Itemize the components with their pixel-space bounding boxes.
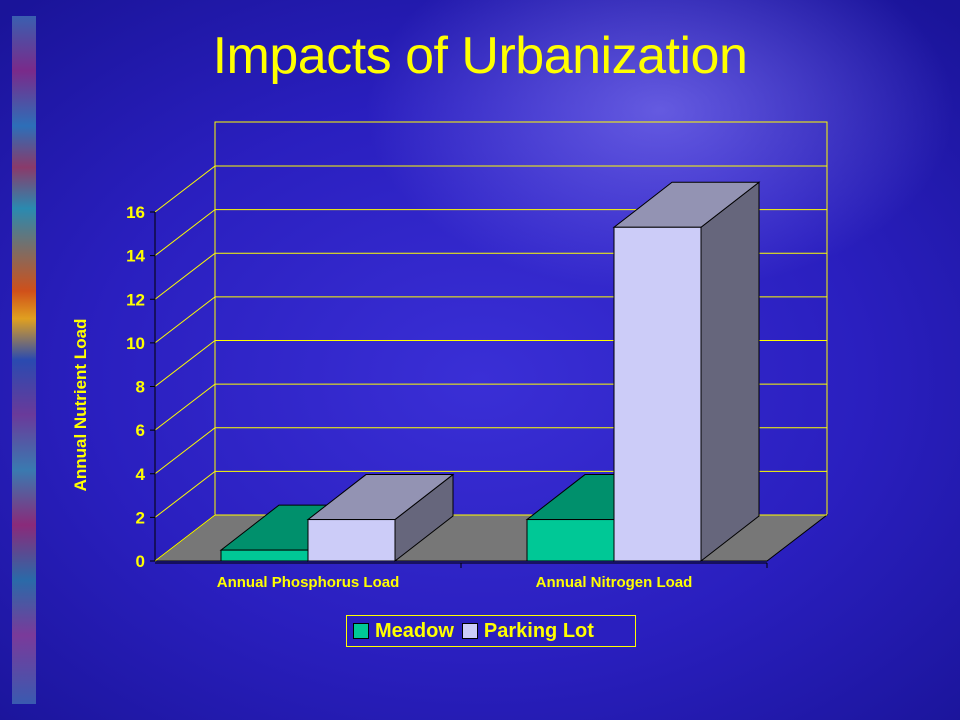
decorative-stripe (12, 16, 36, 704)
gridline-side (154, 383, 216, 431)
y-tick-label: 14 (126, 247, 145, 266)
y-tick-label: 2 (136, 508, 145, 527)
legend-label-meadow: Meadow (375, 619, 454, 642)
legend-item-meadow: Meadow (353, 620, 454, 643)
bar-side-parking-lot (700, 181, 760, 563)
gridline-side (154, 252, 216, 300)
gridline-side (154, 165, 216, 213)
legend-item-parking-lot: Parking Lot (461, 619, 594, 643)
y-tick-label: 12 (126, 290, 145, 309)
gridline-side (154, 470, 216, 518)
gridline-side (154, 209, 216, 257)
legend-label-parking-lot: Parking Lot (483, 619, 594, 642)
slide-title: Impacts of Urbanization (212, 27, 748, 85)
y-tick-label: 16 (126, 203, 145, 222)
bar-parking-lot (613, 226, 702, 562)
y-tick-label: 10 (126, 334, 145, 353)
gridline-side (154, 427, 216, 475)
x-category-label: Annual Nitrogen Load (536, 574, 693, 591)
bar-meadow (526, 519, 615, 562)
y-tick-label: 0 (136, 552, 145, 571)
y-tick-label: 8 (136, 378, 145, 397)
legend-swatch-meadow (353, 623, 369, 639)
chart-legend: Meadow Parking Lot (346, 615, 636, 647)
y-tick-label: 4 (136, 465, 146, 484)
bar-parking-lot (307, 519, 396, 562)
gridline-side (154, 514, 216, 562)
bar-meadow (220, 549, 309, 562)
legend-swatch-parking-lot (461, 623, 478, 639)
y-axis-label: Annual Nutrient Load (71, 319, 90, 492)
y-tick-label: 6 (136, 421, 145, 440)
gridline-side (154, 296, 216, 344)
x-category-label: Annual Phosphorus Load (217, 574, 400, 591)
gridline-side (154, 340, 216, 387)
